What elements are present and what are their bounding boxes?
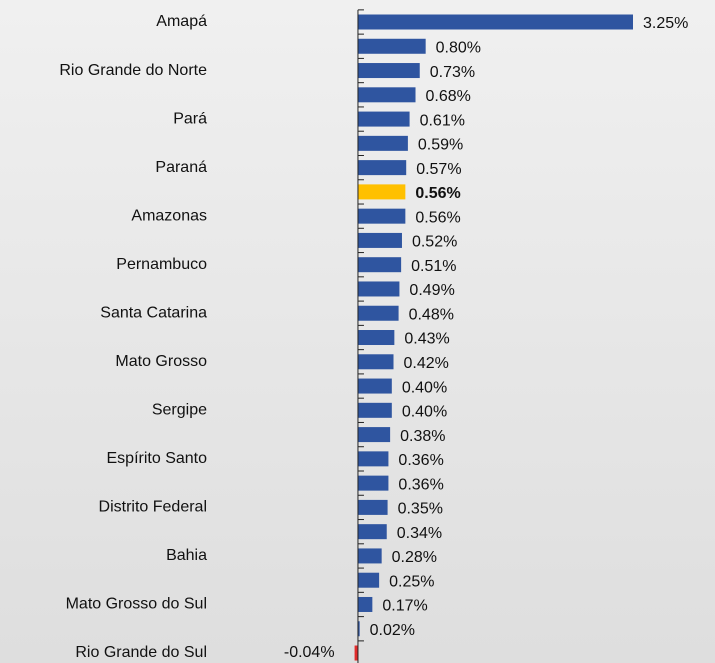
value-label: 0.02% bbox=[370, 622, 415, 639]
value-label: 0.48% bbox=[409, 306, 454, 323]
bar bbox=[357, 305, 399, 321]
y-tick-label: Distrito Federal bbox=[99, 499, 207, 516]
bar bbox=[357, 499, 388, 515]
value-label: 0.28% bbox=[392, 549, 437, 566]
y-tick-label: Sergipe bbox=[152, 402, 207, 419]
bar bbox=[357, 184, 406, 200]
bar bbox=[357, 14, 633, 30]
bar bbox=[357, 548, 382, 564]
bar bbox=[357, 354, 394, 370]
bar bbox=[357, 330, 395, 346]
value-label: 0.56% bbox=[415, 185, 460, 202]
bar bbox=[357, 160, 407, 176]
value-label: 0.40% bbox=[402, 404, 447, 421]
value-label: 0.43% bbox=[404, 331, 449, 348]
y-tick-label: Amazonas bbox=[131, 207, 207, 224]
value-label: 0.35% bbox=[398, 501, 443, 518]
bar bbox=[357, 572, 380, 588]
bar bbox=[357, 524, 387, 540]
y-tick-label: Rio Grande do Norte bbox=[59, 62, 207, 79]
value-label: 0.73% bbox=[430, 64, 475, 81]
value-label: 0.56% bbox=[415, 209, 460, 226]
y-tick-label: Amapá bbox=[156, 13, 207, 30]
bar bbox=[357, 427, 391, 443]
value-label: 0.36% bbox=[398, 452, 443, 469]
bar bbox=[357, 257, 402, 273]
value-label: -0.04% bbox=[284, 644, 335, 661]
value-label: 0.34% bbox=[397, 525, 442, 542]
bar bbox=[357, 111, 410, 127]
bar bbox=[357, 281, 400, 297]
value-label: 0.52% bbox=[412, 234, 457, 251]
bar bbox=[357, 378, 392, 394]
bar bbox=[357, 475, 389, 491]
y-tick-label: Santa Catarina bbox=[100, 304, 207, 321]
bar bbox=[357, 451, 389, 467]
bar bbox=[354, 645, 358, 661]
value-label: 0.49% bbox=[409, 282, 454, 299]
bar bbox=[357, 621, 360, 637]
bar bbox=[357, 38, 426, 54]
y-tick-label: Espírito Santo bbox=[107, 450, 208, 467]
y-tick-label: Bahia bbox=[166, 547, 207, 564]
bar bbox=[357, 135, 408, 151]
bar bbox=[357, 596, 373, 612]
bar bbox=[357, 402, 392, 418]
value-label: 0.80% bbox=[436, 39, 481, 56]
value-label: 0.25% bbox=[389, 573, 434, 590]
value-label: 0.36% bbox=[398, 476, 443, 493]
value-label: 0.17% bbox=[382, 598, 427, 615]
y-tick-label: Paraná bbox=[155, 159, 207, 176]
y-tick-label: Mato Grosso do Sul bbox=[66, 596, 207, 613]
value-label: 0.40% bbox=[402, 379, 447, 396]
value-label: 0.38% bbox=[400, 428, 445, 445]
y-tick-label: Rio Grande do Sul bbox=[75, 644, 207, 661]
value-label: 0.42% bbox=[404, 355, 449, 372]
y-tick-label: Mato Grosso bbox=[115, 353, 207, 370]
value-label: 0.59% bbox=[418, 137, 463, 154]
bar bbox=[357, 87, 416, 103]
y-tick-label: Pará bbox=[173, 110, 207, 127]
value-label: 0.68% bbox=[426, 88, 471, 105]
value-label: 3.25% bbox=[643, 15, 688, 32]
bar bbox=[357, 208, 406, 224]
value-label: 0.61% bbox=[420, 112, 465, 129]
bar bbox=[357, 63, 420, 79]
y-tick-label: Pernambuco bbox=[116, 256, 207, 273]
value-label: 0.57% bbox=[416, 161, 461, 178]
value-label: 0.51% bbox=[411, 258, 456, 275]
bar bbox=[357, 232, 402, 248]
